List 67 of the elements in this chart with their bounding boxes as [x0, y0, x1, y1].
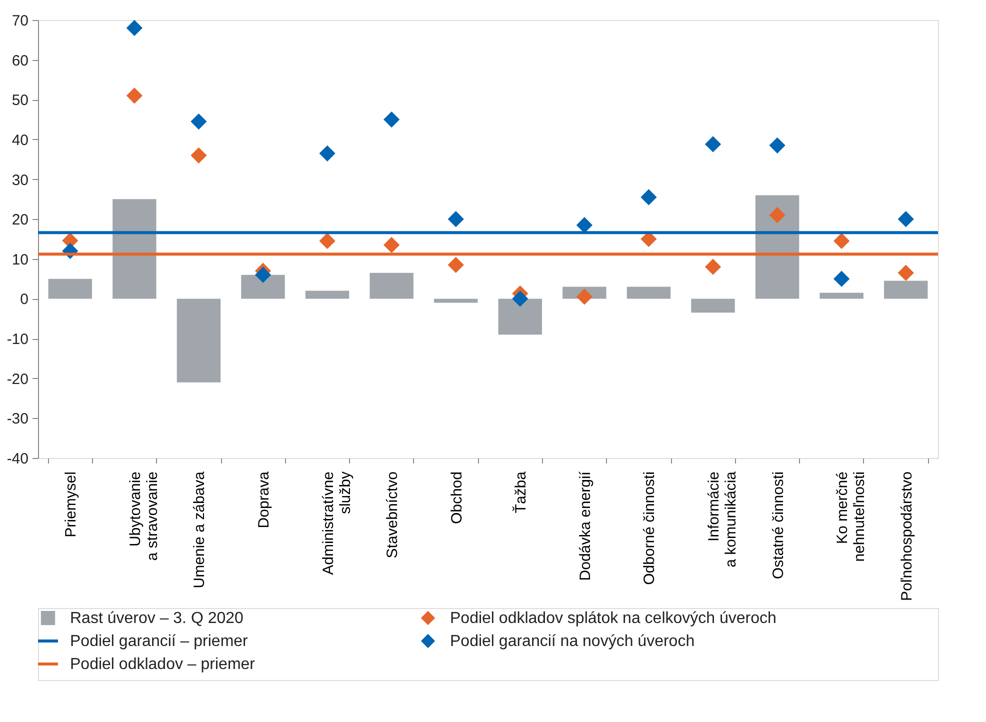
y-tick-label: -10 [6, 331, 28, 348]
legend-label: Rast úverov – 3. Q 2020 [70, 610, 244, 627]
x-tick-label: Obchod [448, 472, 466, 524]
y-tick-label: 70 [12, 12, 28, 30]
point [319, 232, 336, 250]
bar [626, 286, 671, 299]
y-tick-label: 10 [12, 251, 28, 268]
bar [48, 278, 92, 299]
point [190, 147, 207, 164]
y-tick-label: 30 [12, 172, 28, 189]
bar [691, 298, 735, 313]
point [898, 264, 914, 281]
y-tick-label: 20 [12, 212, 28, 229]
point [834, 270, 850, 287]
point [448, 256, 464, 273]
x-tick-label: Ubytovanie a stravovanie [126, 472, 161, 561]
y-tick-label: 0 [20, 291, 28, 308]
point [704, 258, 722, 275]
bar [370, 272, 414, 299]
x-tick-label: Ko merčné nehnuteľnosti [834, 472, 868, 562]
legend-label: Podiel odkladov – priemer [70, 656, 256, 673]
bar [305, 290, 350, 299]
y-tick-label: -20 [6, 370, 28, 388]
y-tick-label: 50 [12, 92, 28, 110]
bar [434, 298, 478, 303]
point [704, 136, 722, 152]
point [769, 137, 786, 154]
x-tick-label: Dodávka energií [576, 470, 594, 581]
bar [755, 195, 800, 299]
bar [820, 292, 864, 299]
x-tick-label: Priemysel [62, 472, 80, 538]
legend-label: Podiel garancií – priemer [70, 633, 249, 650]
x-tick-label: Ostatné činnosti [770, 472, 787, 580]
x-tick-label: Stavebníctvo [384, 472, 402, 558]
point [126, 20, 142, 36]
bar [112, 199, 156, 299]
x-tick-label: Doprava [256, 470, 272, 528]
bar [884, 280, 928, 299]
point [576, 288, 592, 305]
point [254, 266, 272, 283]
point [576, 217, 592, 234]
point [319, 145, 336, 162]
x-tick-label: Ťažba [512, 470, 530, 514]
point [448, 211, 464, 228]
bar [241, 274, 285, 299]
legend-label: Podiel garancií na nových úveroch [450, 633, 695, 650]
point [898, 211, 914, 228]
y-tick-label: -40 [6, 450, 28, 468]
x-tick-label: Odborné činnosti [641, 472, 658, 585]
point [769, 207, 786, 224]
x-tick-label: Poľnohospodárstvo [898, 472, 916, 601]
point [384, 111, 400, 128]
bar [176, 298, 221, 382]
y-tick-label: 60 [12, 52, 28, 70]
x-tick-label: Informácie a komunikácia [706, 470, 740, 568]
y-tick-label: 40 [12, 132, 28, 149]
y-tick-label: -30 [6, 410, 28, 428]
legend-label: Podiel odkladov splátok na celkových úveroch [450, 610, 776, 627]
x-tick-label: Administratívne služby [320, 471, 354, 575]
point [126, 88, 142, 104]
point [640, 189, 657, 206]
bar [498, 298, 542, 335]
point [834, 232, 850, 250]
point [190, 113, 207, 130]
point [384, 236, 400, 254]
point [512, 290, 528, 307]
x-tick-label: Umenie a zábava [191, 470, 208, 588]
